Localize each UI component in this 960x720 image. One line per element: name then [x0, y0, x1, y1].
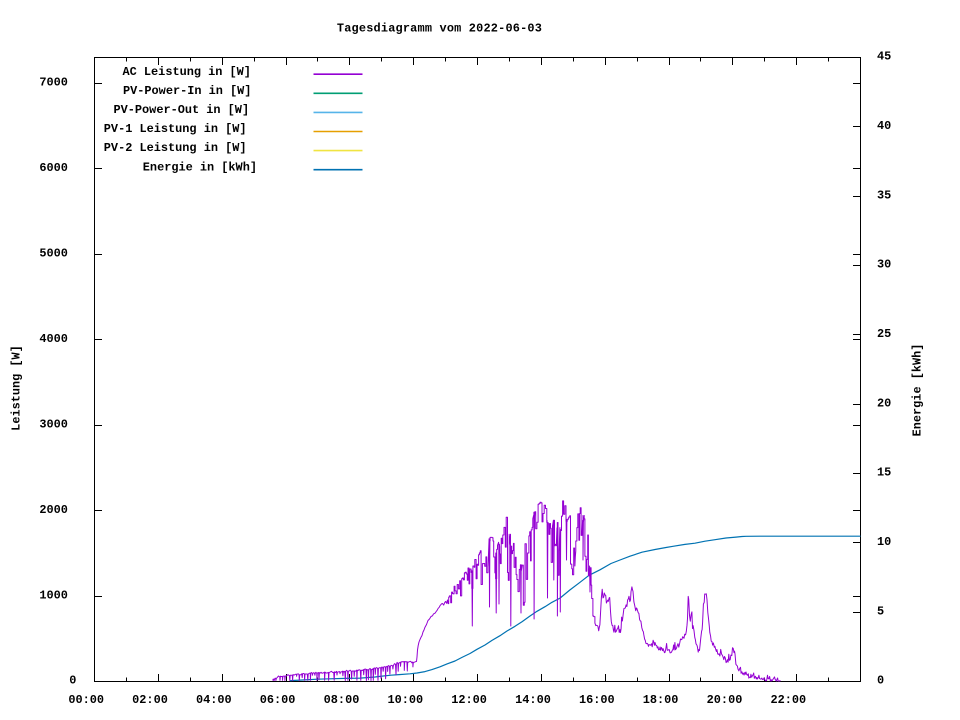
- svg-text:AC Leistung in [W]: AC Leistung in [W]: [123, 65, 251, 79]
- svg-text:PV-2 Leistung in [W]: PV-2 Leistung in [W]: [104, 141, 247, 155]
- svg-text:25: 25: [877, 327, 891, 341]
- svg-text:PV-Power-Out in [W]: PV-Power-Out in [W]: [114, 103, 250, 117]
- svg-text:00:00: 00:00: [68, 693, 104, 707]
- svg-text:Tagesdiagramm vom 2022-06-03: Tagesdiagramm vom 2022-06-03: [337, 22, 542, 36]
- svg-text:0: 0: [69, 674, 76, 688]
- svg-text:6000: 6000: [39, 161, 68, 175]
- svg-text:2000: 2000: [39, 503, 68, 517]
- svg-text:40: 40: [877, 119, 891, 133]
- svg-text:35: 35: [877, 188, 891, 202]
- svg-text:3000: 3000: [39, 417, 68, 431]
- svg-text:Leistung [W]: Leistung [W]: [10, 345, 24, 431]
- svg-text:06:00: 06:00: [260, 693, 296, 707]
- svg-text:14:00: 14:00: [515, 693, 551, 707]
- svg-text:7000: 7000: [39, 76, 68, 90]
- svg-text:08:00: 08:00: [324, 693, 360, 707]
- svg-text:30: 30: [877, 258, 891, 272]
- svg-text:45: 45: [877, 50, 891, 64]
- svg-text:20: 20: [877, 396, 891, 410]
- svg-text:22:00: 22:00: [770, 693, 806, 707]
- svg-text:1000: 1000: [39, 588, 68, 602]
- svg-text:5: 5: [877, 604, 884, 618]
- svg-text:15: 15: [877, 466, 891, 480]
- svg-text:PV-1 Leistung in [W]: PV-1 Leistung in [W]: [104, 122, 247, 136]
- svg-text:16:00: 16:00: [579, 693, 615, 707]
- svg-text:18:00: 18:00: [643, 693, 679, 707]
- svg-text:10: 10: [877, 535, 891, 549]
- svg-text:12:00: 12:00: [451, 693, 487, 707]
- svg-text:04:00: 04:00: [196, 693, 232, 707]
- svg-text:Energie [kWh]: Energie [kWh]: [911, 344, 925, 437]
- svg-text:5000: 5000: [39, 247, 68, 261]
- svg-text:0: 0: [877, 674, 884, 688]
- svg-text:10:00: 10:00: [387, 693, 423, 707]
- svg-text:PV-Power-In in [W]: PV-Power-In in [W]: [123, 84, 251, 98]
- svg-text:02:00: 02:00: [132, 693, 168, 707]
- svg-text:Energie in [kWh]: Energie in [kWh]: [143, 160, 257, 174]
- svg-text:4000: 4000: [39, 332, 68, 346]
- svg-text:20:00: 20:00: [707, 693, 743, 707]
